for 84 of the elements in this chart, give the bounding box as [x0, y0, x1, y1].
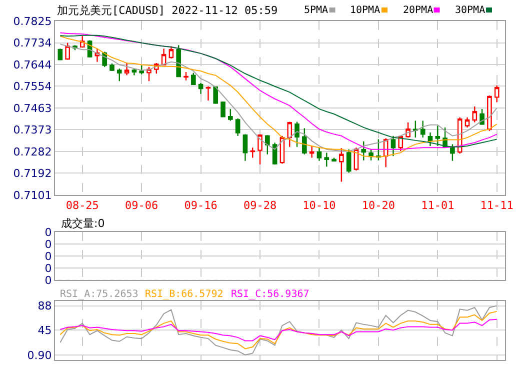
candlestick — [146, 66, 152, 82]
y-tick-label: 0.7101 — [13, 188, 52, 202]
y-tick-label: 0 — [44, 226, 52, 239]
candlestick — [168, 46, 174, 60]
candlestick — [206, 86, 211, 102]
candlestick — [220, 100, 226, 118]
candlestick — [361, 140, 366, 161]
candlestick — [346, 148, 352, 174]
candlestick — [480, 108, 484, 126]
y-tick-label: 0.7734 — [13, 36, 52, 50]
x-tick-label: 09-06 — [125, 199, 158, 212]
legend-label: 20PMA — [403, 5, 434, 16]
legend-label: 10PMA — [350, 5, 380, 16]
x-tick-label: 10-20 — [362, 199, 396, 212]
y-tick-label: 0.7192 — [13, 166, 52, 180]
text: RSI_A:75.2653 — [60, 289, 138, 300]
candlestick — [390, 135, 396, 157]
x-tick-label: 08-25 — [66, 199, 99, 212]
candlestick — [250, 147, 256, 158]
candlestick — [450, 144, 455, 162]
y-tick-label: 0 — [44, 274, 52, 287]
line-series — [60, 318, 498, 342]
y-tick-label: 0.7825 — [13, 14, 52, 28]
y-tick-label: 0 — [44, 250, 52, 263]
candlestick — [413, 120, 418, 138]
y-tick-label: 88 — [38, 300, 52, 313]
candlestick — [161, 48, 166, 66]
candlestick — [294, 121, 300, 148]
candlestick — [302, 128, 307, 155]
x-tick-label: 09-16 — [184, 199, 218, 212]
legend-label: 30PMA — [455, 5, 486, 16]
candlestick — [316, 147, 322, 162]
text: RSI_B:66.5792 — [145, 289, 224, 300]
candlestick — [213, 86, 218, 105]
line-series — [60, 310, 498, 350]
candlestick — [398, 135, 404, 152]
legend-label: 5PMA — [304, 5, 328, 16]
candlestick — [428, 132, 433, 147]
candlestick — [176, 44, 182, 78]
candlestick — [339, 148, 344, 182]
y-tick-label: 0 — [44, 238, 52, 251]
candlestick — [132, 68, 137, 76]
candlestick — [494, 84, 500, 103]
chart-title: 成交量:0 — [61, 217, 105, 230]
y-tick-label: 0.90 — [27, 348, 52, 362]
candlestick — [198, 82, 204, 94]
candlestick — [324, 152, 330, 168]
x-tick-label: 11-11 — [480, 199, 514, 212]
x-tick-label: 11-01 — [421, 199, 454, 212]
candlestick — [228, 108, 233, 122]
candlestick — [406, 122, 410, 138]
x-tick-label: 10-10 — [302, 199, 336, 212]
candlestick — [190, 72, 196, 86]
candlestick — [258, 134, 262, 166]
candlestick — [287, 121, 292, 148]
candlestick — [65, 42, 70, 60]
candlestick — [332, 157, 336, 162]
candlestick — [110, 62, 114, 72]
text: RSI_C:56.9367 — [231, 289, 310, 300]
x-tick-label: 09-28 — [243, 199, 277, 212]
y-tick-label: 0.7373 — [13, 123, 52, 136]
candlestick — [184, 71, 188, 81]
candlestick — [309, 145, 314, 158]
candlestick — [242, 134, 248, 162]
y-tick-label: 0.7644 — [13, 58, 52, 72]
candlestick — [124, 62, 130, 76]
candlestick — [139, 64, 144, 75]
chart-title: 加元兑美元[CADUSD] 2022-11-12 05:59 — [57, 4, 278, 17]
candlestick — [376, 138, 381, 161]
y-tick-label: 0 — [44, 262, 52, 275]
y-tick-label: 0.7554 — [13, 80, 52, 93]
y-tick-label: 45 — [38, 324, 52, 337]
y-tick-label: 0.7463 — [13, 102, 52, 115]
y-tick-label: 0.7282 — [13, 145, 52, 158]
candlestick — [464, 116, 470, 128]
candlestick — [487, 94, 492, 132]
line-series — [60, 305, 498, 356]
candlestick — [265, 134, 270, 155]
candlestick — [58, 48, 63, 61]
candlestick — [435, 125, 440, 147]
candlestick — [116, 68, 122, 82]
candlestick — [420, 120, 426, 138]
candlestick — [235, 118, 240, 136]
candlestick — [472, 106, 478, 124]
